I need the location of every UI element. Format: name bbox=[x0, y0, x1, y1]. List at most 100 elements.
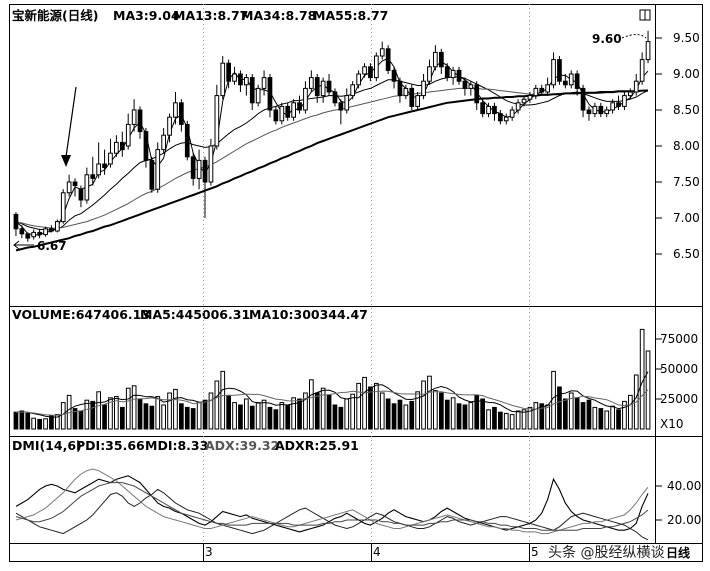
candle-up bbox=[60, 192, 66, 223]
adxr-label: ADXR:25.91 bbox=[275, 438, 359, 453]
candle-up bbox=[533, 87, 539, 97]
candle-down bbox=[616, 102, 621, 107]
candle-up bbox=[96, 163, 102, 176]
period-label: 日线 bbox=[666, 545, 690, 560]
candle-up bbox=[433, 51, 438, 68]
candle-down bbox=[586, 109, 592, 115]
candle-down bbox=[202, 159, 208, 183]
candle-up bbox=[309, 77, 314, 89]
candle-down bbox=[598, 105, 604, 115]
candle-down bbox=[368, 66, 373, 79]
candle-up bbox=[303, 87, 308, 111]
volume-bar bbox=[120, 406, 125, 430]
volume-bar bbox=[125, 387, 131, 430]
volume-ma10-label: MA10:300344.47 bbox=[249, 307, 368, 322]
ma3-label: MA3:9.04 bbox=[113, 8, 180, 23]
volume-label: VOLUME:647406.13 bbox=[12, 307, 150, 322]
volume-bar bbox=[379, 392, 385, 430]
candle-up bbox=[450, 69, 456, 79]
volume-bar bbox=[249, 405, 255, 430]
volume-bar bbox=[574, 397, 580, 430]
candle-up bbox=[43, 228, 48, 236]
candle-up bbox=[196, 159, 202, 179]
volume-bar bbox=[427, 375, 432, 430]
volume-bar bbox=[415, 391, 420, 430]
candle-up bbox=[208, 145, 214, 183]
price-tick: 7.00 bbox=[673, 211, 700, 225]
volume-bar bbox=[131, 385, 137, 430]
candle-down bbox=[297, 102, 302, 111]
volume-bar bbox=[462, 404, 468, 430]
candle-down bbox=[563, 80, 568, 86]
volume-bar bbox=[498, 411, 503, 430]
candle-down bbox=[498, 113, 503, 122]
candle-up bbox=[622, 95, 627, 107]
volume-bar bbox=[474, 394, 480, 430]
candle-down bbox=[184, 123, 190, 158]
volume-bar bbox=[173, 388, 178, 430]
volume-bar bbox=[291, 397, 296, 430]
volume-bar bbox=[25, 412, 31, 430]
volume-bar bbox=[326, 394, 332, 430]
volume-tick: 25000 bbox=[660, 392, 698, 406]
candle-up bbox=[379, 48, 385, 57]
volume-bar bbox=[190, 408, 196, 430]
candle-up bbox=[468, 84, 474, 89]
price-tick: 9.00 bbox=[673, 67, 700, 81]
candle-up bbox=[167, 116, 172, 136]
volume-bar bbox=[196, 402, 202, 430]
high-price-annotation: 9.60 bbox=[592, 32, 622, 46]
price-title: 宝新能源(日线) bbox=[12, 8, 98, 23]
candle-down bbox=[78, 188, 84, 201]
volume-bar bbox=[527, 406, 533, 430]
candle-up bbox=[415, 95, 420, 107]
candle-down bbox=[137, 109, 143, 133]
volume-bar bbox=[149, 405, 155, 430]
candle-down bbox=[338, 102, 344, 111]
price-tick: 9.50 bbox=[673, 31, 700, 45]
candle-up bbox=[114, 141, 119, 154]
candle-down bbox=[226, 62, 232, 82]
price-ma55-line bbox=[15, 89, 648, 252]
candle-down bbox=[439, 51, 444, 68]
ma13-label: MA13:8.77 bbox=[173, 8, 248, 23]
volume-bar bbox=[267, 406, 273, 430]
volume-bar bbox=[208, 392, 214, 430]
candle-down bbox=[143, 131, 149, 161]
month-label-4: 4 bbox=[373, 545, 381, 559]
candle-down bbox=[120, 141, 125, 151]
volume-bar bbox=[486, 409, 491, 430]
month-label-5: 5 bbox=[531, 545, 539, 559]
volume-bar bbox=[439, 392, 444, 430]
adx-label: ADX:39.32 bbox=[205, 438, 279, 453]
volume-bar bbox=[297, 398, 302, 430]
volume-bar bbox=[338, 406, 344, 430]
volume-bar bbox=[539, 403, 545, 430]
dmi-tick: 40.00 bbox=[667, 479, 701, 493]
candle-down bbox=[190, 156, 196, 179]
volume-bar bbox=[409, 400, 415, 430]
candle-up bbox=[350, 84, 355, 97]
candle-up bbox=[628, 91, 633, 97]
volume-bar bbox=[456, 403, 462, 430]
candle-up bbox=[232, 73, 237, 82]
volume-bar bbox=[492, 406, 497, 430]
candle-down bbox=[25, 233, 31, 239]
volume-bar bbox=[303, 392, 308, 430]
ma34-label: MA34:8.78 bbox=[241, 8, 316, 23]
candle-up bbox=[633, 80, 639, 93]
candle-down bbox=[238, 73, 243, 86]
candle-up bbox=[320, 80, 326, 97]
volume-bar bbox=[161, 404, 167, 430]
candle-up bbox=[125, 123, 131, 147]
candle-down bbox=[13, 213, 19, 230]
volume-bar bbox=[37, 418, 42, 430]
volume-bar bbox=[96, 391, 102, 430]
candle-up bbox=[279, 105, 285, 122]
volume-bar bbox=[114, 396, 119, 430]
volume-bar bbox=[350, 393, 355, 430]
candle-down bbox=[539, 87, 545, 93]
candle-up bbox=[421, 80, 426, 97]
volume-bar bbox=[521, 409, 527, 430]
